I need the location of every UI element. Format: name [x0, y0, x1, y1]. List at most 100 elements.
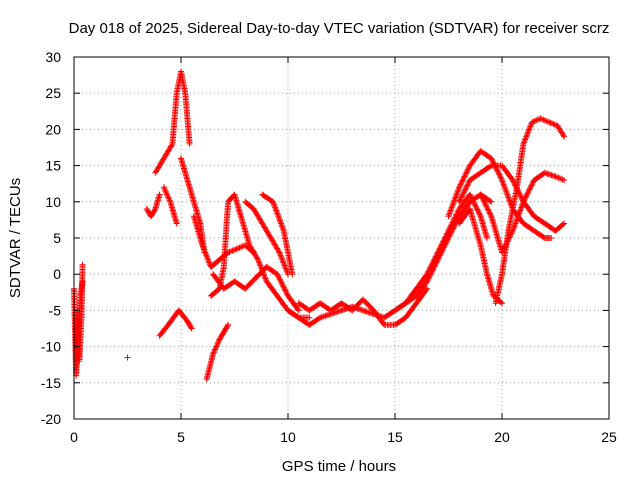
data-point-trail — [556, 175, 563, 182]
data-point-trail — [455, 187, 462, 194]
data-point-trail — [544, 118, 551, 125]
x-tick-label: 15 — [387, 429, 403, 445]
data-point-trail — [428, 268, 435, 275]
data-point — [424, 285, 431, 292]
data-point-trail — [487, 210, 493, 217]
data-point-trail — [168, 142, 175, 149]
data-point-trail — [465, 165, 472, 172]
data-point-trail — [211, 347, 218, 354]
data-point-trail — [276, 275, 283, 282]
data-point-trail — [462, 170, 469, 177]
data-point-trail — [525, 127, 532, 134]
data-point-trail — [447, 230, 454, 237]
data-point-trail — [458, 178, 465, 185]
data-point-trail — [436, 252, 443, 259]
data-point — [484, 235, 490, 241]
data-point-trail — [461, 187, 468, 194]
data-point-trail — [236, 244, 243, 251]
chart-title: Day 018 of 2025, Sidereal Day-to-day VTE… — [69, 20, 610, 37]
data-point — [548, 235, 555, 241]
data-point-trail — [294, 306, 301, 313]
data-point-trail — [166, 197, 173, 204]
data-point — [445, 235, 452, 241]
data-point-trail — [275, 273, 282, 280]
data-point-trail — [527, 123, 534, 130]
data-point-trail — [476, 211, 483, 218]
data-point-trail — [551, 121, 558, 128]
data-point — [456, 198, 463, 205]
data-point — [488, 198, 495, 205]
data-point-trail — [277, 276, 283, 283]
data-point-trail — [164, 191, 171, 198]
data-point-trail — [441, 243, 448, 250]
data-point-trail — [475, 209, 482, 216]
data-point-trail — [527, 183, 534, 190]
data-point-trail — [434, 258, 441, 265]
data-point-trail — [530, 118, 537, 125]
data-point-trail — [230, 247, 237, 254]
data-point-trail — [161, 185, 168, 192]
data-point-trail — [513, 217, 520, 224]
data-point-trail — [505, 194, 512, 201]
data-point-trail — [423, 286, 430, 293]
data-point-trail — [444, 236, 451, 243]
data-point-trail — [463, 183, 470, 190]
data-point-trail — [275, 248, 282, 255]
data-point-trail — [483, 203, 490, 210]
data-point-trail — [282, 264, 289, 270]
data-point-trail — [487, 198, 494, 204]
data-point — [225, 321, 232, 328]
data-point-trail — [427, 271, 434, 278]
data-point-trail — [439, 247, 446, 254]
data-point-trail — [487, 163, 494, 170]
data-point-trail — [224, 323, 231, 330]
data-point-trail — [458, 193, 465, 200]
data-point-trail — [531, 118, 538, 124]
data-point — [499, 300, 505, 307]
data-point-trail — [450, 224, 457, 231]
data-point-trail — [201, 246, 208, 253]
data-point — [173, 220, 180, 227]
data-point — [552, 173, 559, 180]
data-point-trail — [257, 264, 264, 270]
data-point — [424, 278, 431, 285]
data-point-trail — [451, 195, 458, 202]
y-tick-label: -5 — [49, 302, 62, 318]
data-point-trail — [162, 188, 169, 195]
data-point-trail — [523, 193, 530, 200]
data-point — [488, 155, 495, 162]
data-point-trail — [165, 194, 172, 201]
data-point-trail — [541, 117, 548, 124]
data-point-trail — [522, 136, 529, 143]
data-point-trail — [281, 284, 287, 291]
x-tick-label: 5 — [177, 429, 185, 445]
data-point-trail — [432, 260, 439, 267]
data-point-trail — [497, 173, 503, 179]
data-point-trail — [278, 255, 285, 262]
data-point-trail — [446, 233, 453, 240]
data-point-trail — [525, 187, 532, 194]
data-point — [306, 314, 313, 321]
data-point-trail — [151, 207, 158, 214]
x-tick-label: 25 — [601, 429, 617, 445]
data-point-trail — [426, 274, 433, 281]
data-point-trail — [560, 132, 567, 139]
data-point-trail — [452, 221, 459, 228]
data-point-trail — [433, 259, 440, 266]
data-point-trail — [426, 273, 433, 279]
data-point-trail — [462, 185, 469, 192]
data-point-trail — [484, 205, 491, 212]
data-point-trail — [464, 168, 471, 174]
data-point-trail — [521, 197, 528, 204]
data-point-trail — [461, 173, 468, 180]
data-point-trail — [474, 206, 481, 213]
data-point-trail — [555, 174, 562, 181]
data-point-trail — [446, 232, 453, 239]
data-point-trail — [276, 216, 283, 223]
data-point-trail — [464, 181, 471, 188]
data-point-trail — [524, 130, 531, 137]
y-axis-ticks: -20 -15 -10 -5 0 5 10 15 20 25 30 — [41, 49, 609, 427]
data-point-trail — [457, 181, 464, 188]
